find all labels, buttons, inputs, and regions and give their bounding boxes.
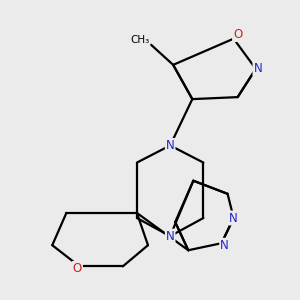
Text: N: N (166, 230, 175, 243)
Text: N: N (220, 239, 229, 252)
Text: O: O (73, 262, 82, 275)
Text: CH₃: CH₃ (130, 35, 149, 45)
Text: N: N (254, 62, 262, 75)
Text: N: N (229, 212, 238, 224)
Text: O: O (233, 28, 242, 41)
Text: N: N (166, 139, 175, 152)
